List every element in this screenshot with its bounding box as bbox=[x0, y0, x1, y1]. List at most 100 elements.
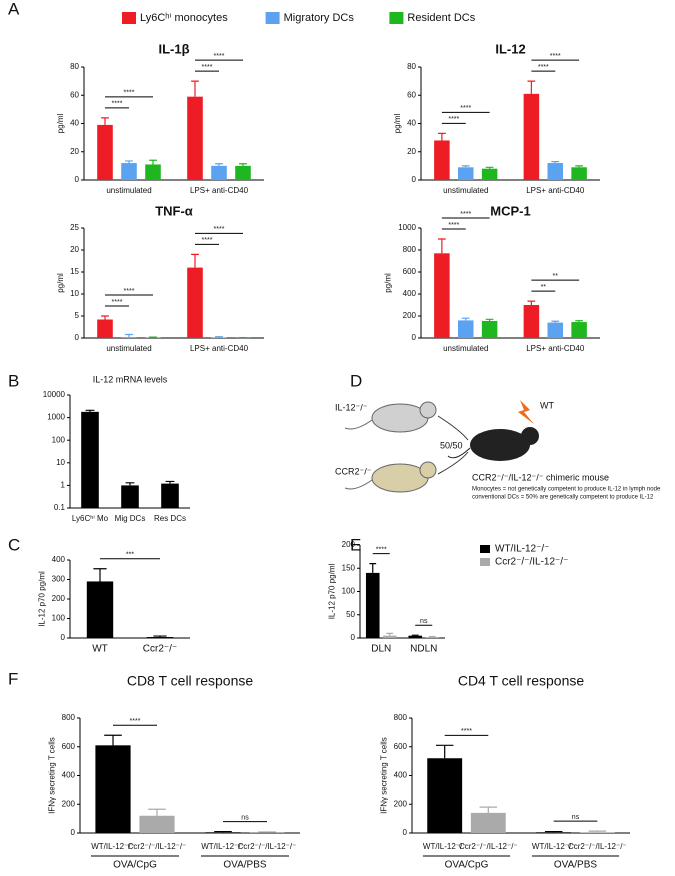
error-bar bbox=[125, 333, 133, 338]
y-tick-label: 20 bbox=[407, 147, 416, 156]
bar bbox=[205, 832, 241, 833]
x-tick-label: NDLN bbox=[410, 644, 437, 655]
error-bar bbox=[551, 320, 560, 323]
bar bbox=[547, 322, 564, 338]
bar bbox=[187, 96, 203, 180]
y-tick-label: 200 bbox=[342, 540, 356, 549]
y-tick-label: 1 bbox=[61, 481, 66, 490]
error-bar bbox=[101, 117, 109, 125]
x-tick-label: OVA/CpG bbox=[445, 860, 489, 871]
error-bar bbox=[101, 315, 109, 320]
x-tick-label: Ly6Cʰⁱ Mo bbox=[72, 514, 109, 523]
error-bar bbox=[93, 568, 107, 582]
legend-label: Ccr2⁻/⁻/IL-12⁻/⁻ bbox=[495, 557, 568, 568]
y-tick-label: 100 bbox=[52, 614, 66, 623]
y-tick-label: 15 bbox=[70, 267, 79, 276]
x-tick-label: unstimulated bbox=[443, 344, 488, 353]
bar bbox=[579, 832, 615, 833]
y-tick-label: 0 bbox=[71, 828, 76, 837]
bar-label: WT/IL-12⁻/⁻ bbox=[423, 842, 467, 851]
y-tick-label: 600 bbox=[403, 267, 417, 276]
chart-title: IL-1β bbox=[158, 41, 189, 56]
error-bar bbox=[575, 320, 583, 323]
error-bar bbox=[191, 253, 199, 268]
panel-label: C bbox=[8, 535, 20, 554]
bar bbox=[457, 167, 474, 180]
significance-label: ** bbox=[541, 284, 547, 291]
y-tick-label: 0 bbox=[403, 828, 408, 837]
legend-swatch bbox=[389, 12, 404, 24]
y-tick-label: 1000 bbox=[398, 223, 416, 232]
bar bbox=[81, 411, 99, 508]
error-bar bbox=[153, 635, 167, 638]
y-tick-label: 1000 bbox=[47, 413, 65, 422]
bar bbox=[365, 572, 380, 638]
significance-label: **** bbox=[448, 222, 459, 229]
bar bbox=[235, 165, 251, 180]
bar bbox=[425, 637, 440, 638]
y-tick-label: 60 bbox=[70, 90, 79, 99]
chart-title: MCP-1 bbox=[490, 203, 530, 218]
y-tick-label: 20 bbox=[70, 245, 79, 254]
chart-title: TNF-α bbox=[155, 203, 193, 218]
x-tick-label: Res DCs bbox=[154, 514, 186, 523]
bar bbox=[187, 267, 203, 338]
bar bbox=[470, 812, 506, 833]
mouse-tail bbox=[447, 447, 471, 459]
legend-swatch bbox=[480, 545, 490, 553]
significance-label: ns bbox=[572, 814, 580, 821]
y-tick-label: 200 bbox=[403, 311, 417, 320]
legend-label: WT/IL-12⁻/⁻ bbox=[495, 544, 549, 555]
mouse-icon bbox=[419, 401, 437, 419]
bar bbox=[408, 635, 423, 638]
error-bar bbox=[191, 80, 199, 97]
bar bbox=[95, 745, 131, 833]
error-bar bbox=[527, 80, 536, 94]
bar bbox=[121, 163, 137, 180]
panel-label: D bbox=[350, 371, 362, 390]
bar bbox=[457, 320, 474, 338]
x-tick-label: DLN bbox=[371, 644, 391, 655]
mouse-icon bbox=[521, 427, 539, 445]
y-tick-label: 400 bbox=[403, 289, 417, 298]
bar bbox=[121, 337, 137, 338]
y-tick-label: 800 bbox=[403, 245, 417, 254]
mouse-icon bbox=[371, 463, 429, 493]
bar bbox=[571, 322, 587, 338]
y-tick-label: 150 bbox=[342, 563, 356, 572]
chart-title: IL-12 bbox=[495, 41, 525, 56]
bar bbox=[571, 167, 587, 180]
panel-label: F bbox=[8, 669, 18, 688]
y-tick-label: 600 bbox=[62, 742, 76, 751]
y-tick-label: 10 bbox=[56, 458, 65, 467]
chart-title: IL-12 mRNA levels bbox=[93, 374, 168, 384]
bar bbox=[536, 832, 572, 833]
y-tick-label: 100 bbox=[342, 587, 356, 596]
chart-title: CD4 T cell response bbox=[458, 673, 585, 689]
x-tick-label: LPS+ anti-CD40 bbox=[190, 344, 249, 353]
significance-label: **** bbox=[202, 64, 213, 71]
bar bbox=[146, 637, 174, 638]
bar-label: WT/IL-12⁻/⁻ bbox=[532, 842, 576, 851]
error-bar bbox=[479, 806, 498, 813]
bar bbox=[547, 163, 564, 180]
legend-swatch bbox=[480, 558, 490, 566]
error-bar bbox=[435, 744, 454, 759]
diagram: IL-12⁻/⁻ CCR2⁻/⁻ WT 50/50 CCR2⁻/⁻/IL-12⁻… bbox=[335, 400, 661, 501]
error-bar bbox=[575, 165, 583, 168]
y-tick-label: 40 bbox=[70, 119, 79, 128]
y-tick-label: 400 bbox=[62, 771, 76, 780]
y-tick-label: 200 bbox=[394, 799, 408, 808]
y-tick-label: 0 bbox=[412, 175, 417, 184]
bar bbox=[161, 483, 179, 508]
mouse-tail bbox=[344, 479, 373, 490]
y-tick-label: 0 bbox=[351, 633, 356, 642]
error-bar bbox=[85, 409, 95, 412]
error-bar bbox=[149, 159, 157, 165]
panel-label: B bbox=[8, 371, 19, 390]
error-bar bbox=[148, 808, 166, 816]
significance-label: **** bbox=[124, 288, 135, 295]
x-tick-label: WT bbox=[92, 644, 108, 655]
significance-label: **** bbox=[461, 728, 472, 735]
